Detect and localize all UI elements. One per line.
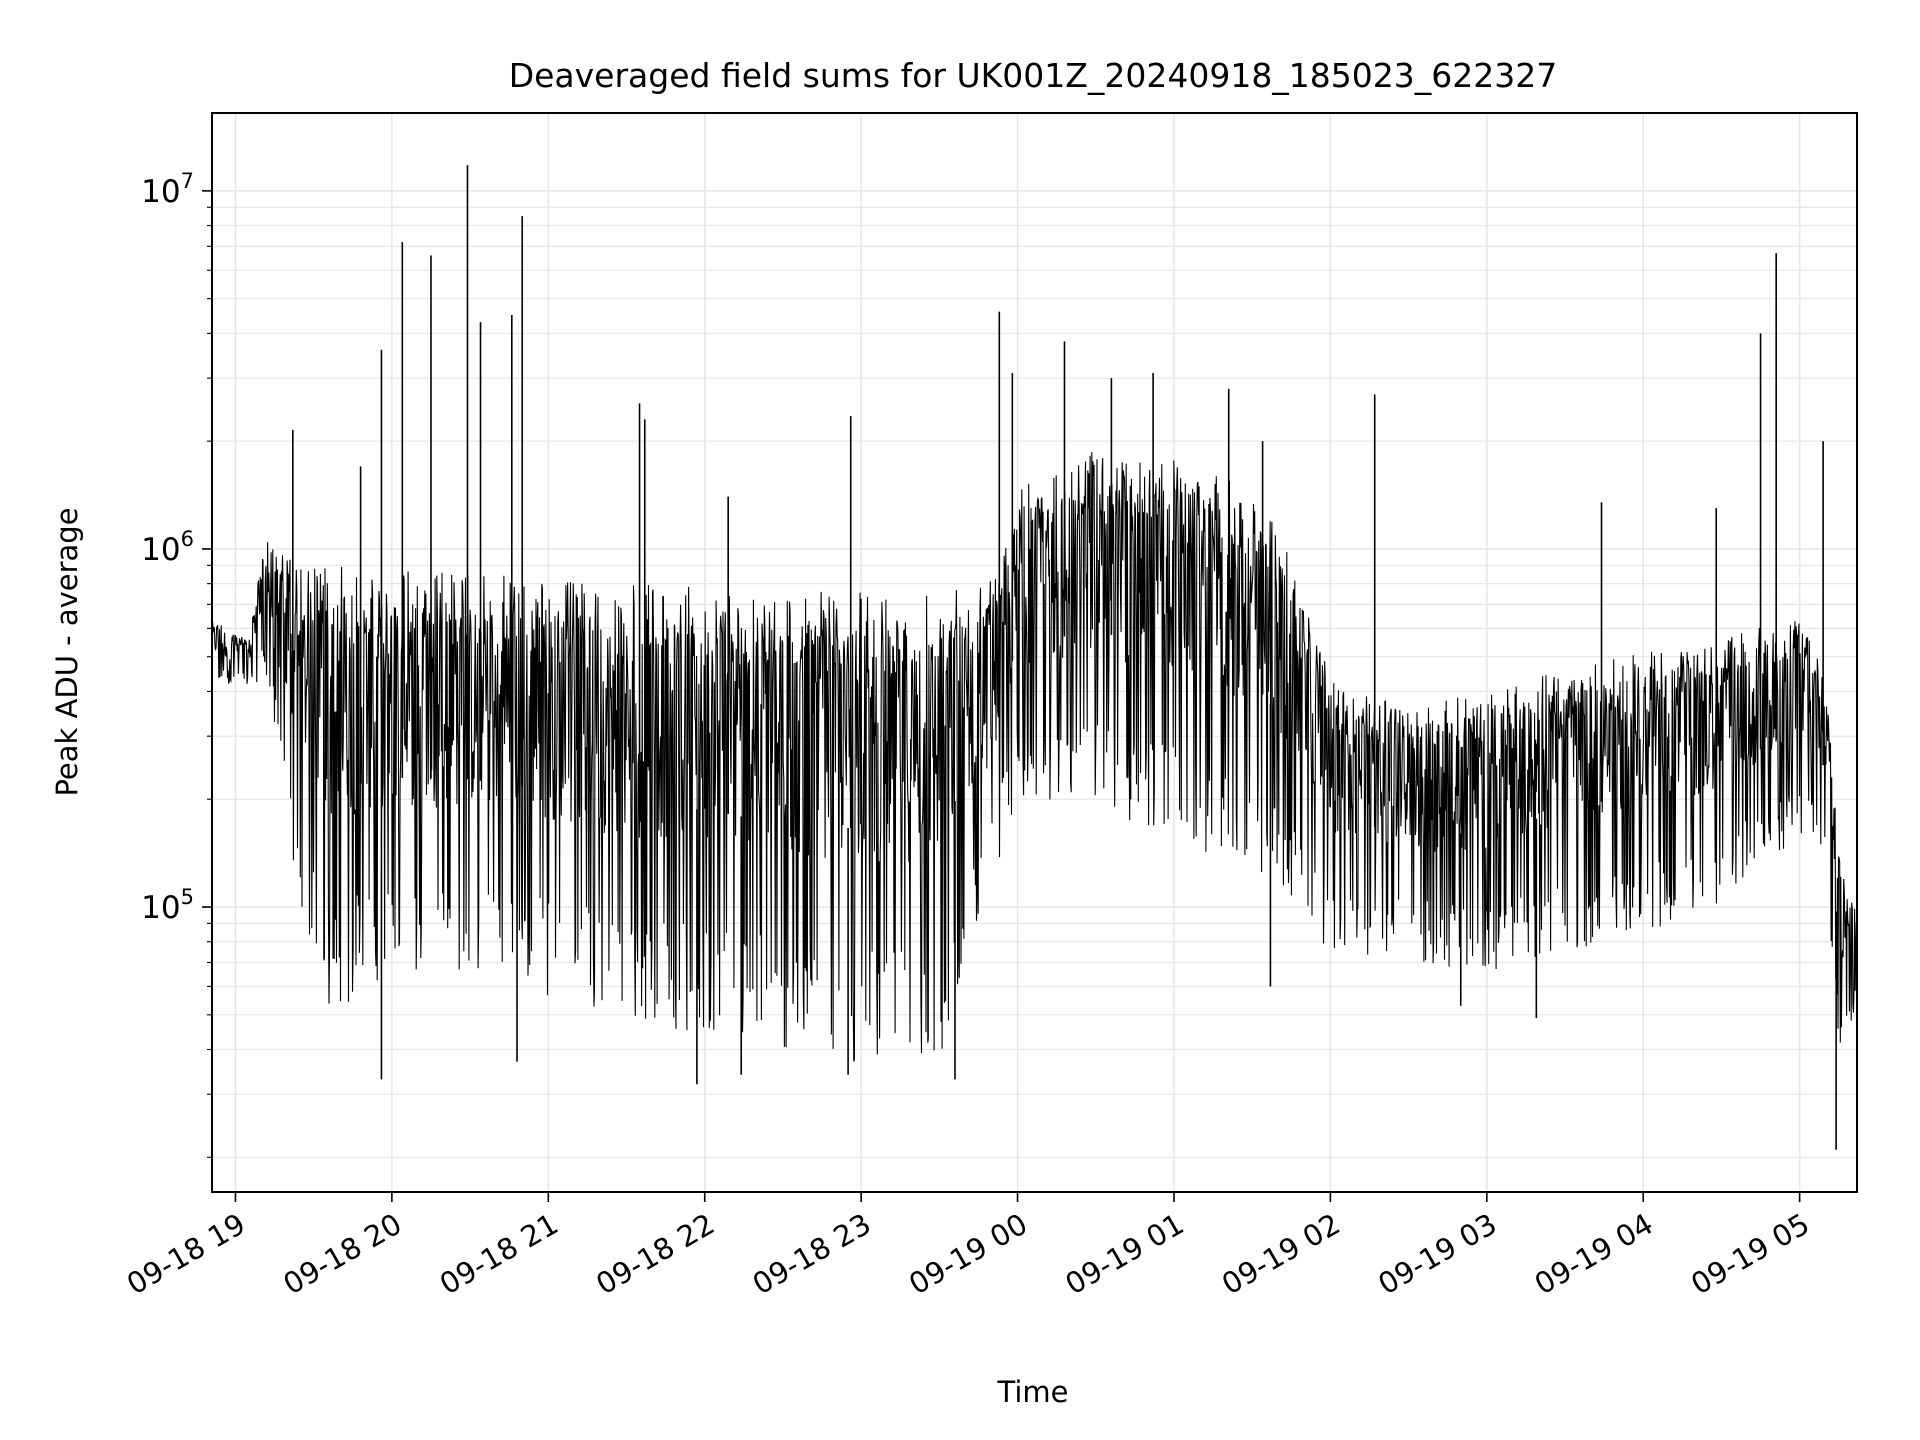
x-tick-label: 09-19 01 bbox=[1060, 1207, 1190, 1302]
x-tick-label: 09-18 21 bbox=[434, 1207, 564, 1302]
x-tick-label: 09-18 23 bbox=[747, 1207, 877, 1302]
series-line bbox=[211, 452, 1858, 1062]
x-tick-label: 09-19 05 bbox=[1685, 1207, 1815, 1302]
x-tick-label: 09-19 04 bbox=[1529, 1207, 1659, 1302]
x-tick-label: 09-19 03 bbox=[1372, 1207, 1502, 1302]
y-axis-label: Peak ADU - average bbox=[50, 507, 84, 796]
y-tick-label: 107 bbox=[141, 169, 194, 210]
chart-title: Deaveraged field sums for UK001Z_2024091… bbox=[509, 56, 1558, 95]
y-tick-label: 105 bbox=[141, 885, 194, 926]
x-tick-label: 09-18 19 bbox=[121, 1207, 251, 1302]
x-tick-label: 09-19 00 bbox=[903, 1207, 1033, 1302]
y-axis-ticks: 105 106 107 bbox=[141, 169, 212, 1158]
x-tick-label: 09-18 20 bbox=[277, 1207, 407, 1302]
y-tick-label: 106 bbox=[141, 527, 194, 568]
series-line-group bbox=[211, 165, 1858, 1150]
x-tick-label: 09-19 02 bbox=[1216, 1207, 1346, 1302]
x-tick-label: 09-18 22 bbox=[590, 1207, 720, 1302]
x-axis-ticks: 09-18 19 09-18 20 09-18 21 09-18 22 09-18 23… bbox=[121, 1192, 1815, 1301]
plot-frame bbox=[211, 112, 1858, 1193]
x-axis-label: Time bbox=[997, 1375, 1069, 1409]
